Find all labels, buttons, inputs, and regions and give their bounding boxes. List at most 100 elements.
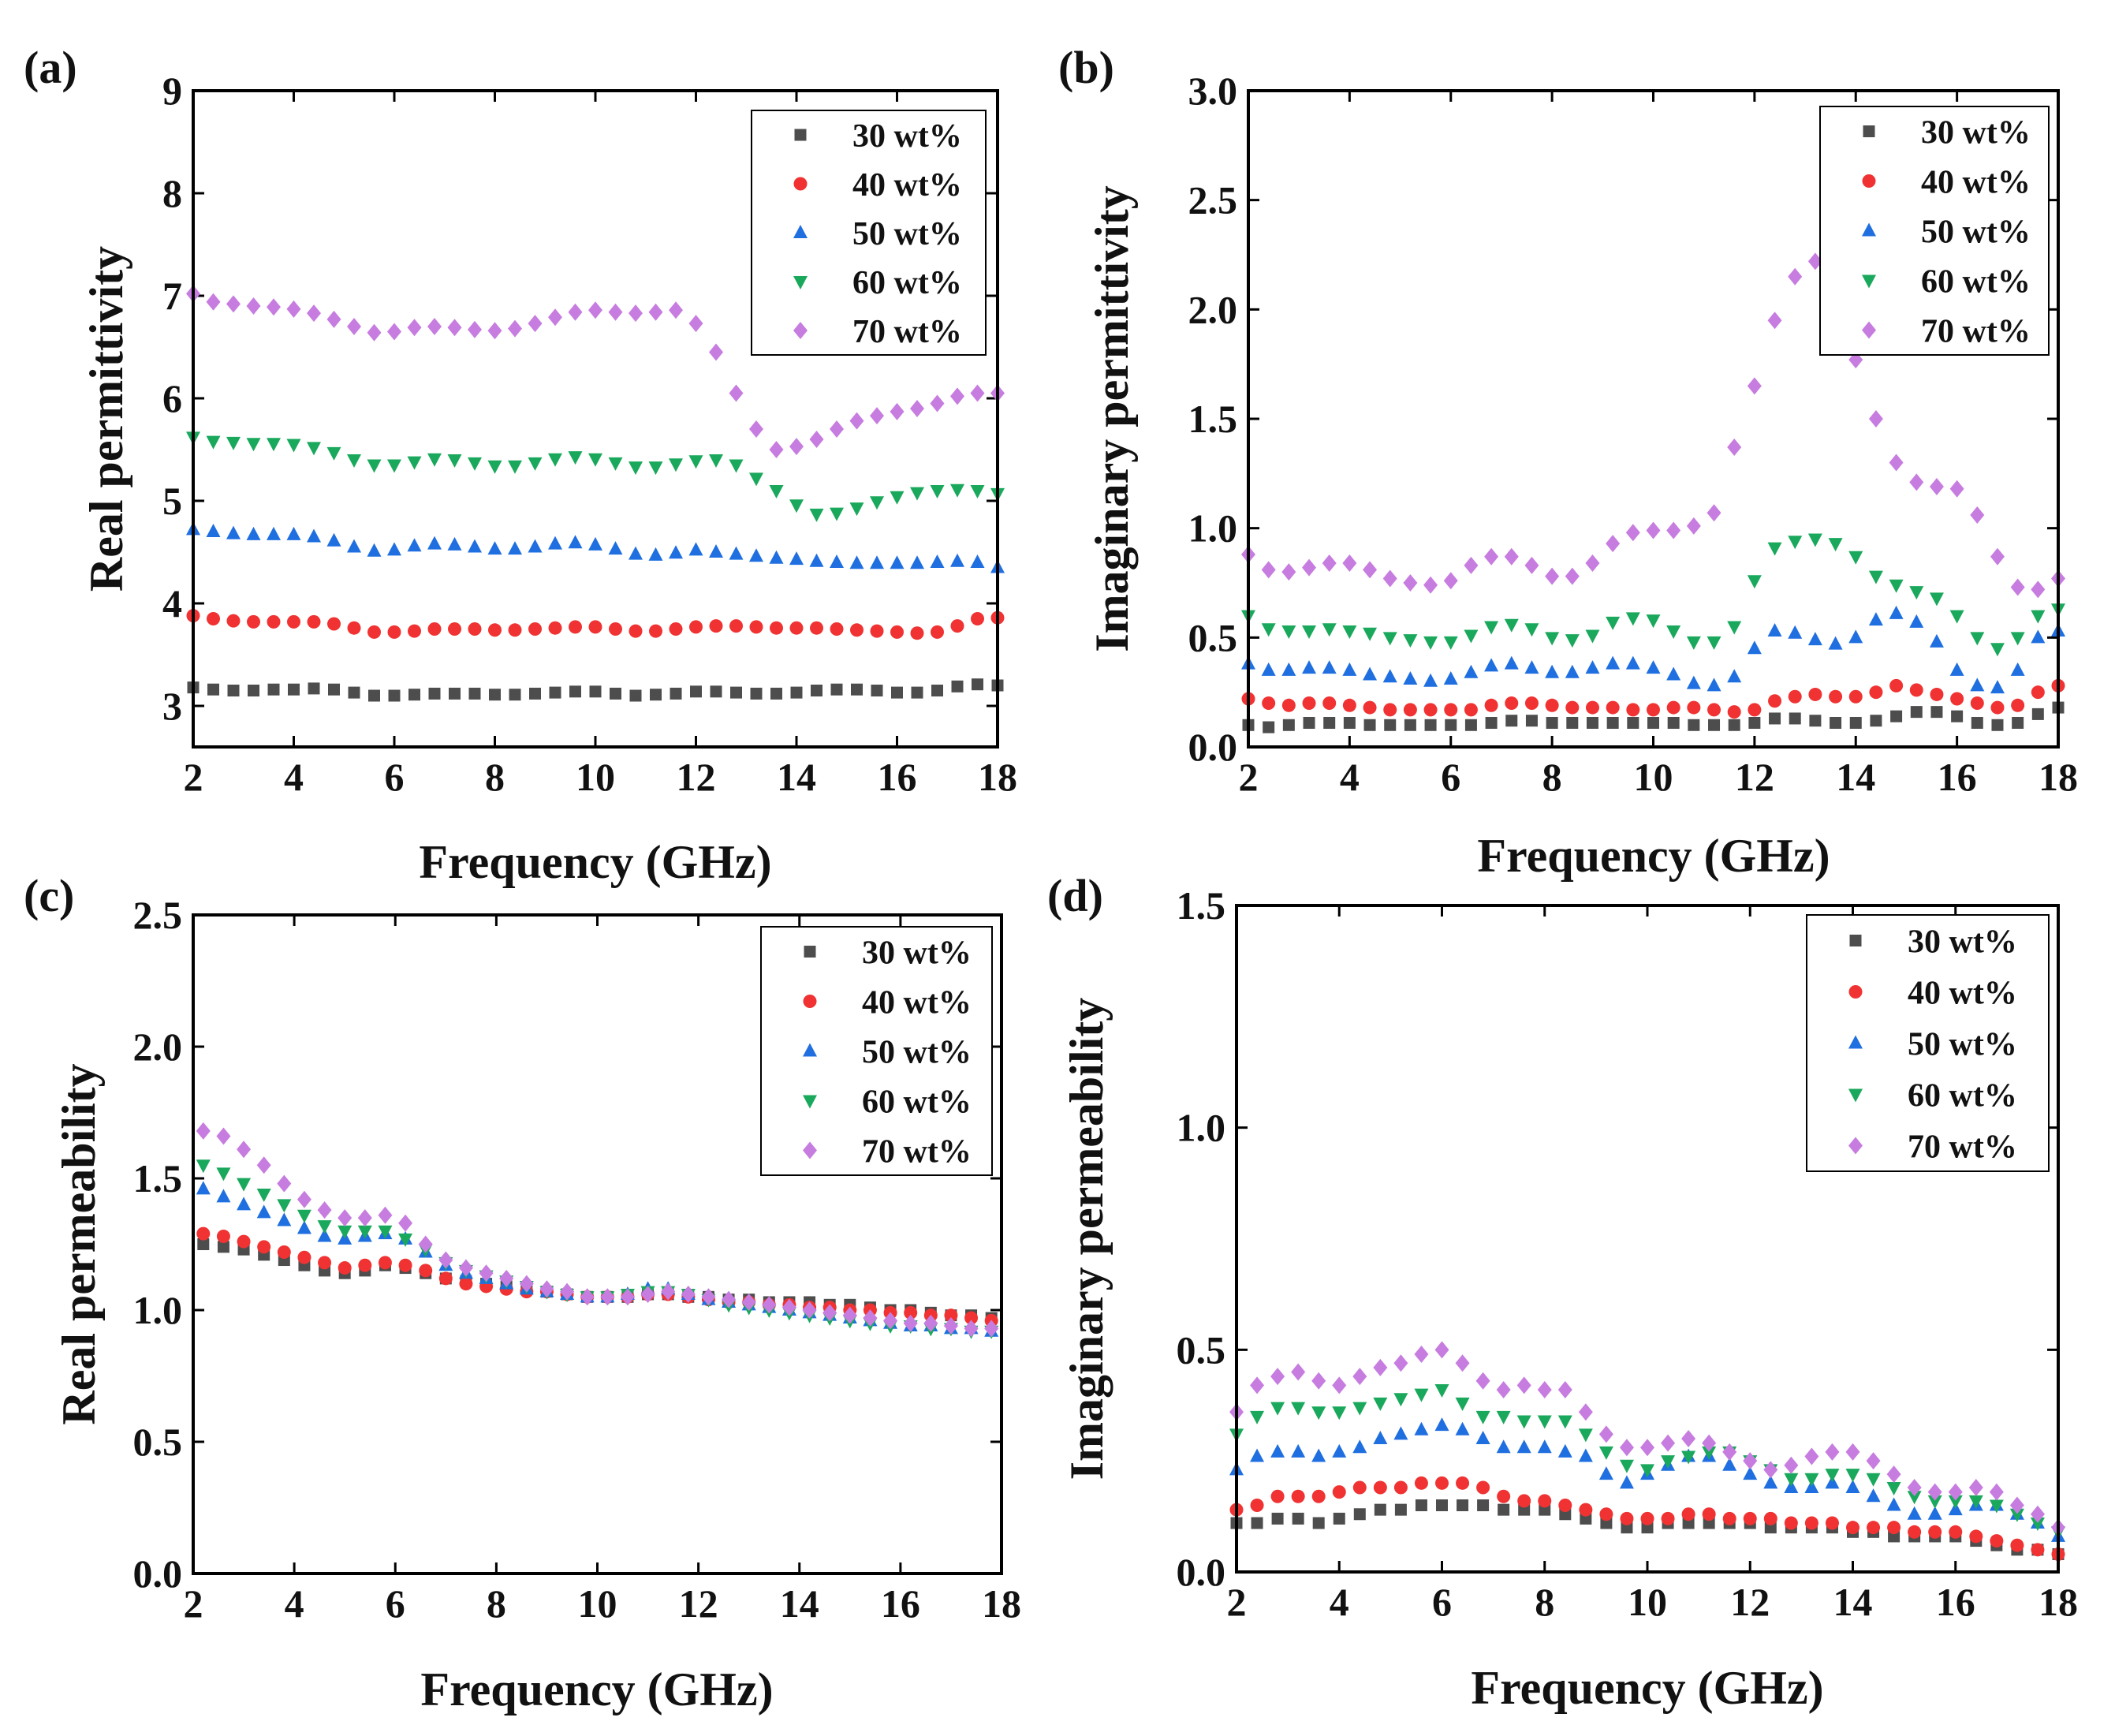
data-point [688,542,703,556]
x-tick-label: 2 [184,755,203,799]
data-point [1968,1478,1983,1496]
data-point [1727,705,1741,719]
data-point [709,619,723,633]
x-axis-title: Frequency (GHz) [420,1663,773,1715]
data-point [1565,634,1580,648]
data-point [1767,312,1782,330]
data-point [338,1261,352,1275]
data-point [387,323,401,341]
data-point [1363,561,1378,579]
data-point [1807,252,1822,271]
data-point [1808,687,1822,701]
data-point [1546,716,1558,729]
data-point [358,1258,372,1272]
data-point [248,685,259,696]
legend-marker [793,276,808,289]
data-point [1455,1354,1470,1372]
data-point [378,1256,392,1270]
legend-label: 50 wt% [1908,1027,2017,1063]
data-point [1767,542,1782,556]
data-point [447,454,462,468]
legend-marker [1862,174,1876,188]
data-point [1990,643,2005,657]
data-point [972,678,983,691]
x-tick-label: 16 [1936,1580,1975,1624]
data-point [1971,716,1983,729]
data-point [1291,1443,1306,1458]
data-point [588,301,602,319]
data-point [1524,696,1539,711]
data-point [789,551,804,566]
data-point [326,310,341,328]
data-point [1646,660,1661,674]
data-point [710,685,722,698]
data-point [1990,700,2005,715]
data-point [629,304,643,323]
data-point [1291,1363,1306,1381]
data-point [910,555,924,569]
data-point [1830,716,1842,729]
data-point [1302,696,1316,711]
data-point [1545,664,1560,678]
data-point [2011,698,2025,712]
x-tick-label: 12 [677,755,716,799]
data-point [923,1314,938,1332]
series-a-1 [186,609,1005,640]
data-point [1707,678,1721,692]
data-point [1909,683,1923,697]
data-point [1784,1516,1798,1530]
data-point [539,1280,554,1298]
data-point [1626,703,1640,717]
data-point [1497,1489,1511,1503]
data-point [1485,716,1498,729]
data-point [196,1181,211,1195]
data-point [1640,1439,1654,1457]
data-point [1667,716,1680,729]
legend-marker [1848,1035,1863,1049]
data-point [1768,694,1782,708]
data-point [830,507,844,521]
data-point [749,620,763,634]
data-point [1484,547,1499,566]
data-point [1910,706,1923,719]
data-point [508,460,522,474]
data-point [1949,480,1964,498]
y-axis-title: Imaginary permeability [1061,998,1113,1480]
data-point [427,453,442,467]
data-point [883,1312,898,1330]
data-point [2010,632,2025,646]
data-point [407,538,422,552]
data-point [206,293,221,311]
data-point [1907,1478,1922,1496]
data-point [227,685,240,696]
data-point [1845,1443,1860,1461]
data-point [398,1214,413,1232]
data-point [398,1233,413,1247]
data-point [2031,1543,2045,1557]
data-point [1646,614,1661,629]
data-point [1393,1480,1408,1495]
y-tick-label: 1.5 [1188,397,1238,441]
x-axis-title: Frequency (GHz) [419,836,771,888]
data-point [789,621,804,635]
data-point [288,683,300,696]
data-point [1606,616,1621,630]
data-point [1496,1381,1511,1399]
data-point [1804,1447,1819,1465]
data-point [970,485,985,498]
data-point [2031,707,2044,720]
data-point [347,318,361,335]
data-point [769,441,784,458]
data-point [569,620,582,634]
plot-frame [1247,89,2060,749]
data-point [1769,712,1781,725]
data-point [661,1282,676,1301]
data-point [216,1229,230,1243]
data-point [1311,1448,1326,1462]
data-point [1647,716,1659,729]
data-point [1889,678,1904,693]
legend-label: 40 wt% [862,985,972,1021]
data-point [1525,715,1538,727]
data-point [709,454,723,468]
